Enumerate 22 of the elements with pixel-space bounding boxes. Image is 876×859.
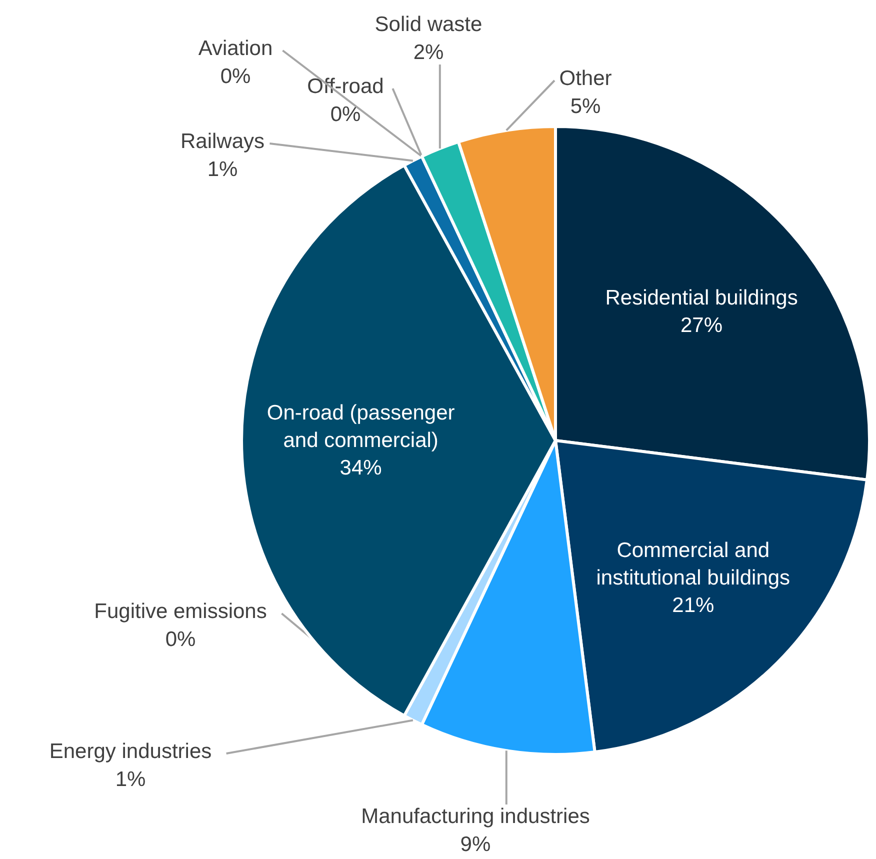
slice-label: Energy industries (49, 740, 212, 764)
slice-label: Manufacturing industries (361, 805, 590, 828)
data-label: 1% (115, 768, 146, 791)
data-label: 2% (413, 40, 444, 64)
category-label: Off-road (307, 75, 384, 98)
slice-label: Solid waste (374, 13, 482, 36)
slice-label: Residential buildings (605, 286, 798, 310)
slice-label: Railways (180, 130, 265, 154)
slice-label: Other (559, 67, 612, 90)
data-label: 1% (207, 158, 238, 181)
data-label: 21% (672, 594, 714, 618)
data-label: 27% (680, 314, 723, 338)
data-label: 34% (340, 456, 382, 480)
text: 0% (330, 102, 361, 126)
text: 0% (220, 64, 251, 88)
category-label: Aviation (198, 37, 273, 60)
category-label: Fugitive emissions (94, 600, 267, 624)
text: 0% (165, 628, 196, 651)
data-label: 9% (460, 832, 491, 856)
slice-label: On-road (passenger and commercial) (266, 401, 455, 452)
data-label: 5% (570, 94, 601, 118)
slice-label: Commercial and institutional buildings (596, 539, 790, 590)
